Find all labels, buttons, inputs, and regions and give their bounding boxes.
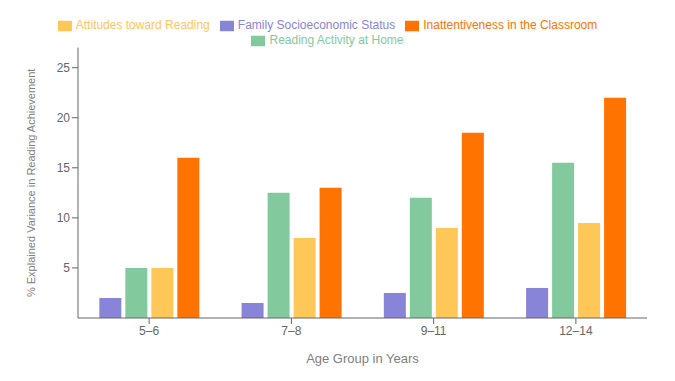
svg-text:Age Group in Years: Age Group in Years (306, 351, 419, 366)
svg-text:10: 10 (57, 211, 71, 225)
svg-text:5: 5 (63, 261, 70, 275)
svg-text:12–14: 12–14 (559, 324, 593, 338)
svg-text:25: 25 (57, 61, 71, 75)
html-text:Family Socioeconomic Status: Family Socioeconomic Status (237, 18, 396, 32)
svg-text:20: 20 (57, 111, 71, 125)
svg-text:7–8: 7–8 (281, 324, 301, 338)
svg-text:9–11: 9–11 (421, 324, 447, 338)
svg-text:5–6: 5–6 (139, 324, 159, 338)
svg-text:15: 15 (57, 161, 71, 175)
html-text:Reading Activity at Home: Reading Activity at Home (269, 32, 404, 47)
svg-text:% Explained Variance in Readin: % Explained Variance in Reading Achievem… (25, 69, 37, 298)
html-text:Attitudes toward Reading: Attitudes toward Reading (75, 18, 210, 32)
html-text:Inattentiveness in the Classro: Inattentiveness in the Classroom (423, 18, 598, 32)
